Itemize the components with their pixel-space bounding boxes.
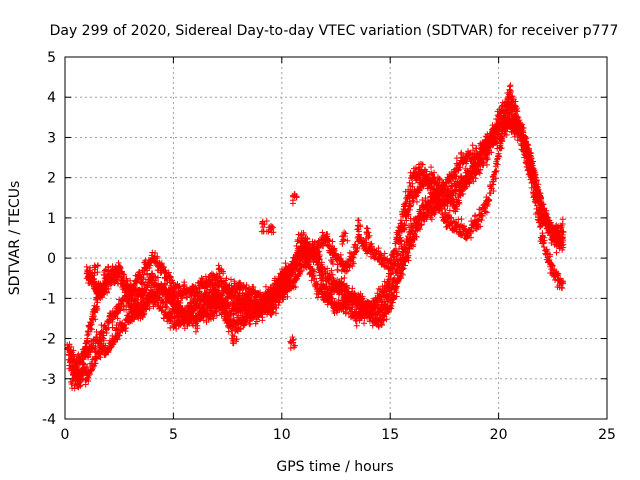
data-point bbox=[109, 324, 116, 331]
data-point bbox=[353, 322, 360, 329]
data-point bbox=[473, 145, 480, 152]
data-point bbox=[85, 328, 92, 335]
data-point bbox=[94, 305, 101, 312]
data-point bbox=[384, 285, 391, 292]
data-point bbox=[329, 271, 336, 278]
data-point bbox=[343, 282, 350, 289]
data-point bbox=[275, 302, 282, 309]
data-point bbox=[237, 326, 244, 333]
data-point bbox=[84, 332, 91, 339]
data-point bbox=[215, 289, 222, 296]
data-point bbox=[114, 315, 121, 322]
data-point bbox=[81, 353, 88, 360]
data-point bbox=[236, 325, 243, 332]
data-point bbox=[413, 192, 420, 199]
data-point bbox=[324, 265, 331, 272]
data-point bbox=[312, 280, 319, 287]
data-point bbox=[334, 276, 341, 283]
data-point bbox=[82, 381, 89, 388]
data-point bbox=[84, 338, 91, 345]
grid-lines bbox=[65, 57, 607, 419]
data-point bbox=[457, 164, 464, 171]
data-point bbox=[373, 302, 380, 309]
data-point bbox=[88, 326, 95, 333]
data-point bbox=[333, 279, 340, 286]
data-point bbox=[405, 211, 412, 218]
data-point bbox=[338, 286, 345, 293]
data-point bbox=[328, 267, 335, 274]
data-point bbox=[177, 300, 184, 307]
data-point bbox=[370, 304, 377, 311]
data-point bbox=[378, 295, 385, 302]
data-point bbox=[134, 299, 141, 306]
data-point bbox=[77, 382, 84, 389]
data-point bbox=[386, 284, 393, 291]
data-point bbox=[194, 322, 201, 329]
data-point bbox=[154, 274, 161, 281]
data-point bbox=[469, 142, 476, 149]
data-point bbox=[327, 271, 334, 278]
data-point bbox=[309, 267, 316, 274]
data-point bbox=[70, 347, 77, 354]
data-point bbox=[419, 197, 426, 204]
data-point bbox=[272, 310, 279, 317]
data-point bbox=[225, 328, 232, 335]
data-point bbox=[361, 320, 368, 327]
data-points bbox=[64, 82, 567, 392]
data-point bbox=[553, 249, 560, 256]
data-point bbox=[71, 385, 78, 392]
data-point bbox=[109, 318, 116, 325]
data-point bbox=[458, 149, 465, 156]
data-point bbox=[293, 242, 300, 249]
data-point bbox=[393, 256, 400, 263]
data-point bbox=[241, 318, 248, 325]
data-point bbox=[440, 179, 447, 186]
data-point bbox=[92, 316, 99, 323]
data-point bbox=[84, 337, 91, 344]
data-point bbox=[392, 260, 399, 267]
data-point bbox=[428, 164, 435, 171]
data-point bbox=[375, 285, 382, 292]
chart-title: Day 299 of 2020, Sidereal Day-to-day VTE… bbox=[50, 23, 619, 39]
data-point bbox=[398, 243, 405, 250]
data-point bbox=[454, 206, 461, 213]
data-point bbox=[407, 202, 414, 209]
data-point bbox=[88, 321, 95, 328]
data-point bbox=[455, 167, 462, 174]
data-point bbox=[76, 354, 83, 361]
data-point bbox=[141, 310, 148, 317]
data-point bbox=[117, 305, 124, 312]
data-point bbox=[403, 217, 410, 224]
data-point bbox=[90, 313, 97, 320]
data-point bbox=[192, 328, 199, 335]
data-point bbox=[83, 263, 90, 270]
data-point bbox=[146, 305, 153, 312]
data-point bbox=[310, 268, 317, 275]
data-point bbox=[413, 198, 420, 205]
data-point bbox=[548, 239, 555, 246]
data-point bbox=[80, 361, 87, 368]
data-point bbox=[68, 343, 75, 350]
data-point bbox=[436, 175, 443, 182]
data-point bbox=[87, 325, 94, 332]
data-point bbox=[341, 274, 348, 281]
data-point bbox=[220, 307, 227, 314]
data-point bbox=[235, 312, 242, 319]
data-point bbox=[123, 297, 130, 304]
data-point bbox=[456, 200, 463, 207]
